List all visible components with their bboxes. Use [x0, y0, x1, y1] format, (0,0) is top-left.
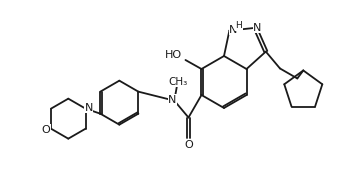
Text: H: H — [235, 21, 242, 30]
Text: N: N — [253, 23, 261, 33]
Text: HO: HO — [165, 50, 182, 60]
Text: O: O — [184, 140, 193, 150]
Text: N: N — [168, 95, 176, 105]
Text: CH₃: CH₃ — [168, 77, 187, 87]
Text: O: O — [42, 125, 50, 135]
Text: N: N — [84, 103, 93, 113]
Text: N: N — [229, 25, 237, 35]
